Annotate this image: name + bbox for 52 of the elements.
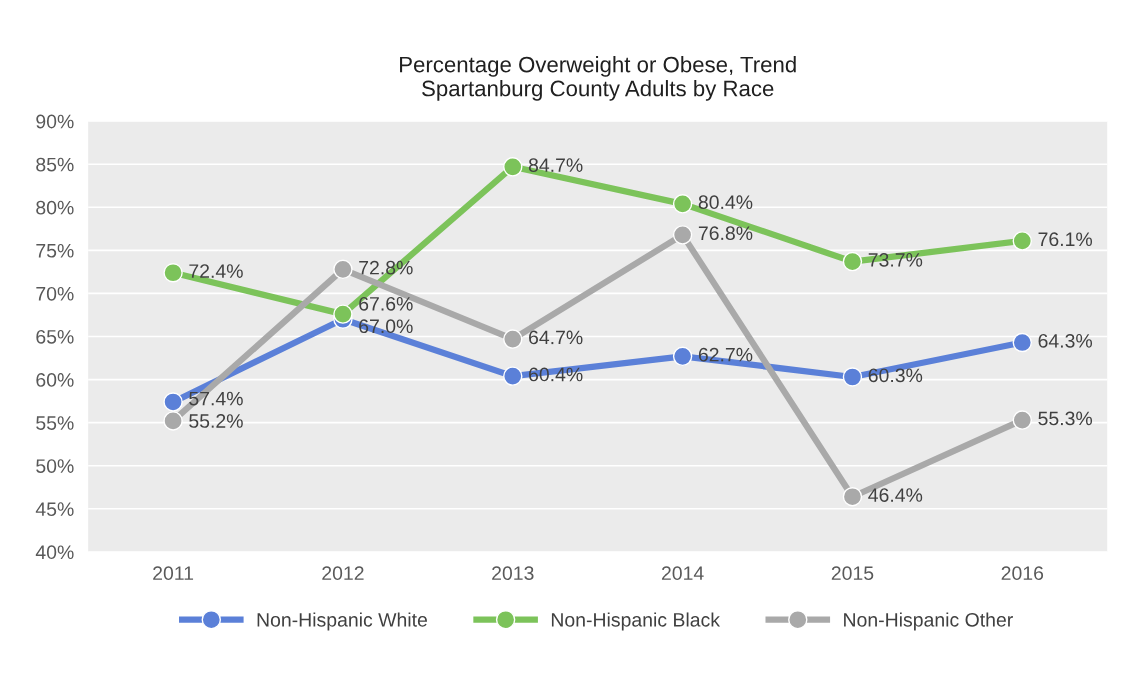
data-label: 46.4%	[868, 488, 923, 502]
point	[672, 346, 693, 367]
point	[672, 225, 693, 245]
x-tick-label: 2015	[831, 566, 874, 581]
data-label: 64.3%	[1038, 333, 1093, 348]
data-label: 67.6%	[359, 296, 413, 311]
x-tick-label: 2016	[1001, 566, 1044, 581]
point	[333, 304, 353, 324]
point	[163, 392, 183, 412]
legend-label: Non-Hispanic Black	[551, 612, 721, 631]
data-label: 64.7%	[529, 330, 583, 345]
data-label: 55.3%	[1038, 411, 1093, 426]
point	[842, 251, 863, 272]
point	[1012, 231, 1033, 251]
data-label: 72.4%	[189, 264, 243, 278]
chart-title: Percentage Overweight or Obese, Trend Spartanburg County Adults by Race	[400, 56, 796, 101]
y-tick-label: 65%	[36, 329, 74, 344]
y-tick-label: 55%	[36, 416, 74, 430]
point	[1012, 410, 1033, 430]
point	[503, 366, 523, 386]
data-label: 76.1%	[1038, 232, 1093, 247]
point	[672, 194, 693, 214]
data-label: 76.8%	[698, 226, 753, 241]
point	[163, 411, 183, 431]
data-label: 60.3%	[868, 368, 923, 383]
x-tick-label: 2013	[492, 566, 534, 581]
y-tick-label: 75%	[36, 243, 74, 258]
data-label: 57.4%	[189, 391, 243, 406]
y-tick-label: 80%	[36, 200, 74, 215]
x-tick-label: 2014	[661, 566, 704, 581]
point	[842, 367, 863, 387]
point	[333, 259, 353, 280]
y-tick-label: 60%	[36, 373, 74, 387]
y-tick-label: 85%	[36, 157, 74, 172]
y-tick-label: 70%	[36, 286, 74, 301]
data-label: 84.7%	[528, 158, 583, 173]
point	[503, 329, 523, 349]
point	[503, 157, 523, 177]
point	[1012, 332, 1033, 353]
y-tick-label: 50%	[36, 459, 74, 473]
data-label: 80.4%	[698, 195, 753, 210]
point	[842, 487, 863, 507]
y-tick-label: 40%	[35, 545, 74, 560]
legend-label: Non-Hispanic White	[257, 612, 427, 631]
point	[163, 263, 183, 283]
y-tick-label: 45%	[35, 502, 74, 517]
data-label: 62.7%	[698, 347, 753, 362]
data-label: 55.2%	[189, 414, 243, 428]
x-tick-label: 2011	[153, 566, 194, 581]
x-tick-label: 2012	[322, 566, 364, 581]
legend-label: Non-Hispanic Other	[844, 612, 1013, 631]
y-tick-label: 90%	[36, 114, 74, 129]
